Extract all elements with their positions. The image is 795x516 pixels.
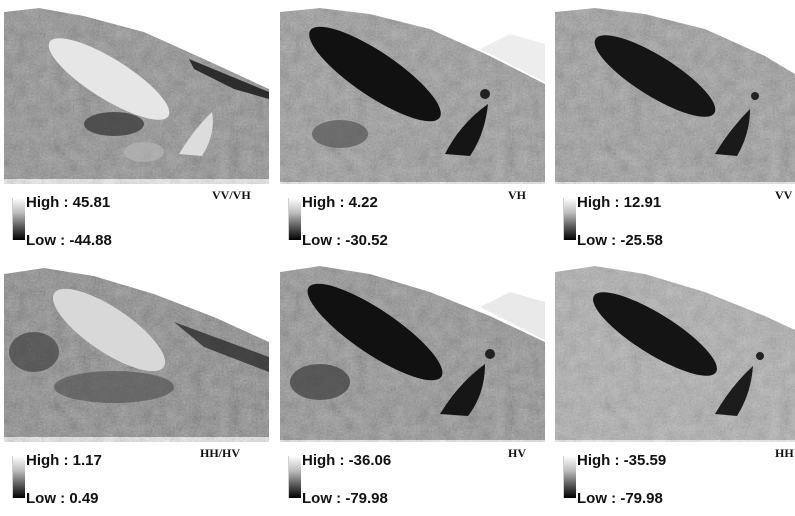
panel-hh-hv: High : 1.17 Low : 0.49 HH/HV bbox=[4, 262, 269, 516]
legend-low: Low : -30.52 bbox=[302, 232, 388, 249]
legend-low: Low : 0.49 bbox=[26, 490, 99, 507]
legend-low: Low : -79.98 bbox=[302, 490, 388, 507]
band-label: HV bbox=[508, 446, 526, 460]
sar-image-vh bbox=[280, 4, 545, 184]
sar-image-hv bbox=[280, 262, 545, 442]
panel-vv: High : 12.91 Low : -25.58 VV bbox=[555, 4, 795, 258]
sar-image-vv-vh bbox=[4, 4, 269, 184]
legend-hv: High : -36.06 Low : -79.98 HV bbox=[280, 446, 545, 516]
band-label: HH bbox=[775, 446, 794, 460]
color-ramp bbox=[288, 456, 301, 498]
panel-vv-vh: High : 45.81 Low : -44.88 VV/VH bbox=[4, 4, 269, 258]
band-label: VH bbox=[508, 188, 526, 202]
legend-hh-hv: High : 1.17 Low : 0.49 HH/HV bbox=[4, 446, 269, 516]
sar-image-hh-hv bbox=[4, 262, 269, 442]
legend-vh: High : 4.22 Low : -30.52 VH bbox=[280, 188, 545, 258]
color-ramp bbox=[563, 198, 576, 240]
color-ramp bbox=[288, 198, 301, 240]
legend-vv: High : 12.91 Low : -25.58 VV bbox=[555, 188, 795, 258]
panel-vh: High : 4.22 Low : -30.52 VH bbox=[280, 4, 545, 258]
color-ramp bbox=[12, 456, 25, 498]
sar-image-hh bbox=[555, 262, 795, 442]
legend-low: Low : -79.98 bbox=[577, 490, 663, 507]
legend-high: High : -36.06 bbox=[302, 452, 392, 469]
legend-high: High : 45.81 bbox=[26, 194, 111, 211]
color-ramp bbox=[563, 456, 576, 498]
sar-image-vv bbox=[555, 4, 795, 184]
band-label: VV/VH bbox=[212, 188, 251, 202]
legend-high: High : 4.22 bbox=[302, 194, 378, 211]
legend-hh: High : -35.59 Low : -79.98 HH bbox=[555, 446, 795, 516]
panel-hh: High : -35.59 Low : -79.98 HH bbox=[555, 262, 795, 516]
legend-low: Low : -44.88 bbox=[26, 232, 112, 249]
band-label: VV bbox=[775, 188, 793, 202]
legend-low: Low : -25.58 bbox=[577, 232, 663, 249]
band-label: HH/HV bbox=[200, 446, 241, 460]
legend-vv-vh: High : 45.81 Low : -44.88 VV/VH bbox=[4, 188, 269, 258]
panel-hv: High : -36.06 Low : -79.98 HV bbox=[280, 262, 545, 516]
legend-high: High : 1.17 bbox=[26, 452, 102, 469]
legend-high: High : -35.59 bbox=[577, 452, 667, 469]
color-ramp bbox=[12, 198, 25, 240]
legend-high: High : 12.91 bbox=[577, 194, 662, 211]
